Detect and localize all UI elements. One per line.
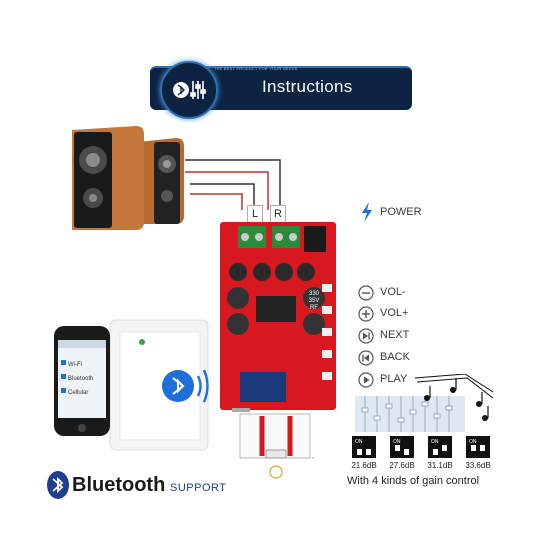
bluetooth-signal	[162, 369, 209, 403]
next-label: NEXT	[380, 329, 410, 341]
speakers-illustration	[72, 126, 184, 230]
next-track-icon	[358, 328, 374, 344]
gain-switch-2: ON	[390, 436, 414, 458]
capacitors	[227, 287, 325, 335]
music-equalizer-art	[355, 374, 494, 432]
phone	[54, 326, 110, 436]
play-label: PLAY	[380, 373, 408, 385]
play-circle-icon	[358, 372, 374, 388]
gain-value-3: 31.1dB	[427, 461, 453, 470]
plus-circle-icon	[358, 306, 374, 322]
phone-menu-wifi: Wi-Fi	[68, 362, 82, 368]
gain-switch-1: ON	[352, 436, 376, 458]
speaker-terminal-right	[272, 226, 300, 248]
gain-switch-on-label: ON	[431, 439, 439, 445]
phone-menu-bluetooth: Bluetooth	[68, 376, 93, 382]
gain-caption: With 4 kinds of gain control	[347, 475, 480, 487]
gain-dip-illustration	[239, 413, 316, 479]
capacitor-voltage: 35V	[309, 298, 320, 304]
back-label: BACK	[380, 351, 410, 363]
vol-plus-label: VOL+	[380, 307, 409, 319]
speaker-left	[72, 126, 144, 230]
gain-switch-4: ON	[466, 436, 490, 458]
capacitor-value: 330	[309, 291, 320, 297]
bluetooth-icon	[173, 82, 189, 98]
speaker-wires	[185, 159, 281, 210]
music-notes-icon	[414, 374, 494, 421]
lightning-icon	[362, 202, 372, 222]
bluetooth-module	[240, 372, 286, 402]
gain-value-4: 33.6dB	[465, 461, 491, 470]
speaker-right	[138, 138, 184, 224]
gain-switch-on-label: ON	[355, 439, 363, 445]
tablet	[109, 319, 209, 451]
control-list: VOL- VOL+ NEXT BACK PLAY	[330, 285, 530, 395]
gain-switch-on-label: ON	[393, 439, 401, 445]
page-title: Instructions	[262, 77, 353, 96]
bluetooth-wordmark: Bluetooth	[72, 474, 166, 496]
capacitor-labels: 330 35V RF	[309, 291, 320, 311]
prev-track-icon	[358, 350, 374, 366]
smartphone-illustration: Wi-Fi Bluetooth Cellular	[54, 319, 209, 451]
gain-value-1: 21.6dB	[351, 461, 377, 470]
vol-minus-label: VOL-	[380, 286, 406, 298]
equalizer-icon	[190, 81, 206, 99]
gain-switch-row: ON ON ON ON 21.6dB 27.6dB 31.1dB 33.6dB	[344, 436, 504, 476]
power-label: POWER	[380, 206, 422, 218]
minus-circle-icon	[358, 285, 374, 301]
amplifier-board: 330 35V RF	[220, 222, 336, 412]
phone-menu-cellular: Cellular	[68, 390, 88, 396]
speaker-terminal-left	[238, 226, 266, 248]
bluetooth-icon	[162, 370, 194, 402]
gain-switch-on-label: ON	[469, 439, 477, 445]
board-buttons	[322, 284, 332, 380]
amplifier-chip	[256, 296, 296, 322]
power-jack	[304, 226, 326, 252]
banner-tagline: THE BEST PRODUCT FOR YOUR NEEDS	[214, 66, 298, 71]
bluetooth-logo-icon	[47, 471, 69, 499]
gain-value-2: 27.6dB	[389, 461, 415, 470]
bluetooth-support-label: SUPPORT	[170, 482, 227, 494]
capacitor-series: RF	[310, 305, 318, 311]
signal-waves-icon	[196, 369, 209, 403]
inductors	[229, 263, 315, 281]
gain-switch-3: ON	[428, 436, 452, 458]
banner-logo	[160, 61, 218, 119]
